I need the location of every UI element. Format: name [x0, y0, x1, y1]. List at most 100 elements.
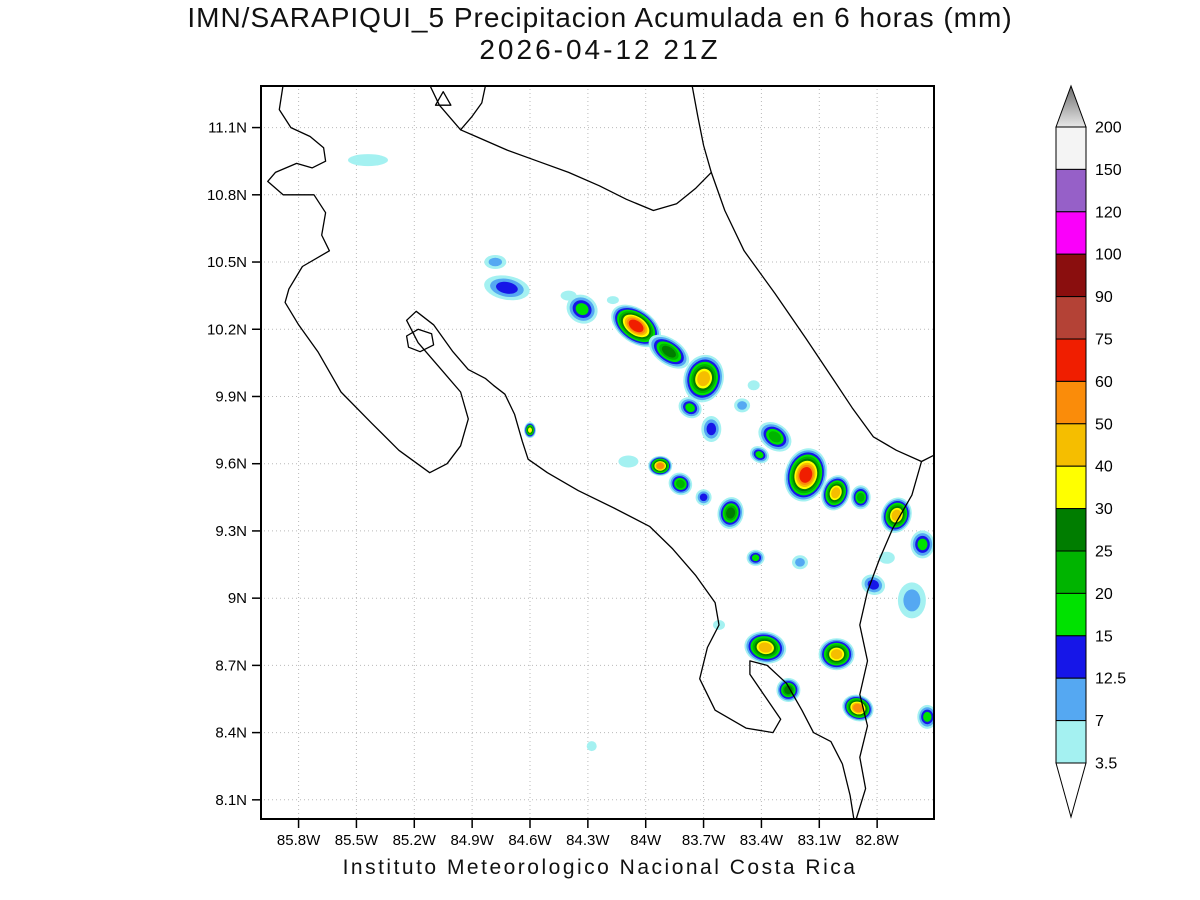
- precip-contour: [737, 401, 747, 410]
- lat-tick-label: 11.1N: [208, 120, 247, 137]
- precip-cell: [484, 255, 507, 269]
- precip-cell: [524, 422, 536, 439]
- precip-cell: [348, 154, 388, 167]
- lon-tick-label: 85.5W: [335, 832, 379, 849]
- precip-cell: [678, 397, 702, 419]
- precip-contour: [685, 403, 695, 413]
- lat-tick-label: 9.3N: [215, 523, 247, 540]
- precip-cell: [818, 638, 855, 671]
- precip-cell: [881, 497, 912, 533]
- precip-contour: [799, 467, 813, 483]
- precip-contour: [856, 492, 865, 502]
- precip-cell: [717, 497, 744, 529]
- precip-contour: [747, 380, 760, 391]
- precip-contour: [586, 741, 597, 752]
- precip-cell: [484, 275, 530, 301]
- precip-contour: [784, 685, 793, 695]
- precip-cell: [758, 421, 792, 452]
- caribbean-coast: [691, 85, 935, 463]
- precip-cell: [747, 380, 760, 391]
- precip-contour: [496, 281, 518, 294]
- lon-tick-label: 85.2W: [393, 832, 437, 849]
- precip-contour: [758, 642, 772, 653]
- colorbar-band: [1055, 168, 1087, 213]
- chart-subtitle: 2026-04-12 21Z: [479, 34, 721, 65]
- nicaragua-border: [429, 85, 712, 212]
- lon-tick-label: 83.4W: [740, 832, 784, 849]
- precip-contour: [618, 455, 639, 468]
- precip-cell: [850, 485, 871, 510]
- precip-cell: [749, 446, 770, 464]
- precip-cell: [792, 555, 808, 570]
- colorbar-band: [1055, 508, 1087, 552]
- precip-contour: [917, 538, 928, 551]
- lake-island: [434, 91, 452, 106]
- precip-cell: [746, 549, 765, 566]
- lat-tick-label: 10.8N: [207, 187, 247, 204]
- colorbar-label: 200: [1095, 120, 1122, 137]
- colorbar-band: [1055, 296, 1087, 340]
- colorbar-band: [1055, 211, 1087, 255]
- lat-tick-label: 10.2N: [207, 321, 247, 338]
- precip-contour: [830, 649, 843, 660]
- colorbar-under-triangle: [1055, 762, 1087, 819]
- precip-contour: [348, 154, 388, 167]
- precip-contour: [488, 257, 502, 267]
- precip-cell: [668, 472, 693, 496]
- precip-contour: [528, 427, 532, 433]
- precip-contour: [656, 462, 664, 469]
- precip-contour: [575, 303, 589, 316]
- precip-cell: [648, 334, 690, 369]
- colorbar-label: 25: [1095, 544, 1113, 561]
- precip-cell: [784, 448, 828, 502]
- precip-contour: [831, 487, 841, 499]
- colorbar-label: 60: [1095, 374, 1113, 391]
- panama-border: [855, 460, 923, 820]
- precip-cell: [648, 455, 673, 476]
- precip-contour: [768, 431, 782, 443]
- lat-tick-label: 8.7N: [215, 657, 247, 674]
- precip-cell: [821, 475, 851, 511]
- precip-contour: [726, 507, 736, 519]
- colorbar-band: [1055, 635, 1087, 679]
- precip-cell: [683, 354, 724, 403]
- precip-cell: [734, 398, 751, 413]
- lat-tick-label: 9N: [228, 590, 247, 607]
- lon-tick-label: 84.9W: [450, 832, 494, 849]
- precip-contour: [661, 345, 676, 358]
- precip-contour: [903, 589, 921, 612]
- precip-cell: [586, 741, 597, 752]
- precipitation-map: 11.1N 10.8N 10.5N 10.2N 9.9N 9.6N 9.3N 9N 8.7N 8.…: [207, 85, 935, 849]
- precip-cell: [618, 455, 639, 468]
- chira-island: [405, 328, 435, 353]
- lat-tick-label: 9.6N: [215, 456, 247, 473]
- precip-cell: [566, 294, 598, 324]
- source-caption: Instituto Meteorologico Nacional Costa R…: [342, 856, 858, 879]
- lon-tick-label: 83.7W: [682, 832, 726, 849]
- precip-contour: [795, 558, 805, 567]
- colorbar-band: [1055, 423, 1087, 467]
- precip-cell: [776, 678, 801, 702]
- colorbar-label: 150: [1095, 162, 1122, 179]
- precip-contour: [878, 551, 895, 564]
- colorbar-label: 15: [1095, 628, 1113, 645]
- colorbar-label: 30: [1095, 501, 1113, 518]
- precip-contour: [606, 296, 619, 305]
- precip-contour: [751, 554, 760, 562]
- precip-cell: [606, 296, 619, 305]
- precip-contour: [706, 422, 717, 436]
- chart-title: IMN/SARAPIQUI_5 Precipitacion Acumulada …: [187, 2, 1013, 33]
- lon-tick-label: 84.6W: [508, 832, 552, 849]
- lon-tick-label: 83.1W: [798, 832, 842, 849]
- precip-contour: [628, 319, 644, 333]
- precip-cell: [917, 704, 935, 729]
- colorbar-band: [1055, 592, 1087, 637]
- colorbar: 200 150 120 100 90 75 60 50 40 30 25 20 15 12.5 7 3.5: [1055, 84, 1126, 819]
- colorbar-label: 90: [1095, 289, 1113, 306]
- lat-tick-label: 8.4N: [215, 725, 247, 742]
- precip-contour: [675, 479, 685, 489]
- precip-cell: [695, 489, 712, 506]
- pacific-coast: [267, 85, 855, 820]
- lat-tick-label: 10.5N: [207, 254, 247, 271]
